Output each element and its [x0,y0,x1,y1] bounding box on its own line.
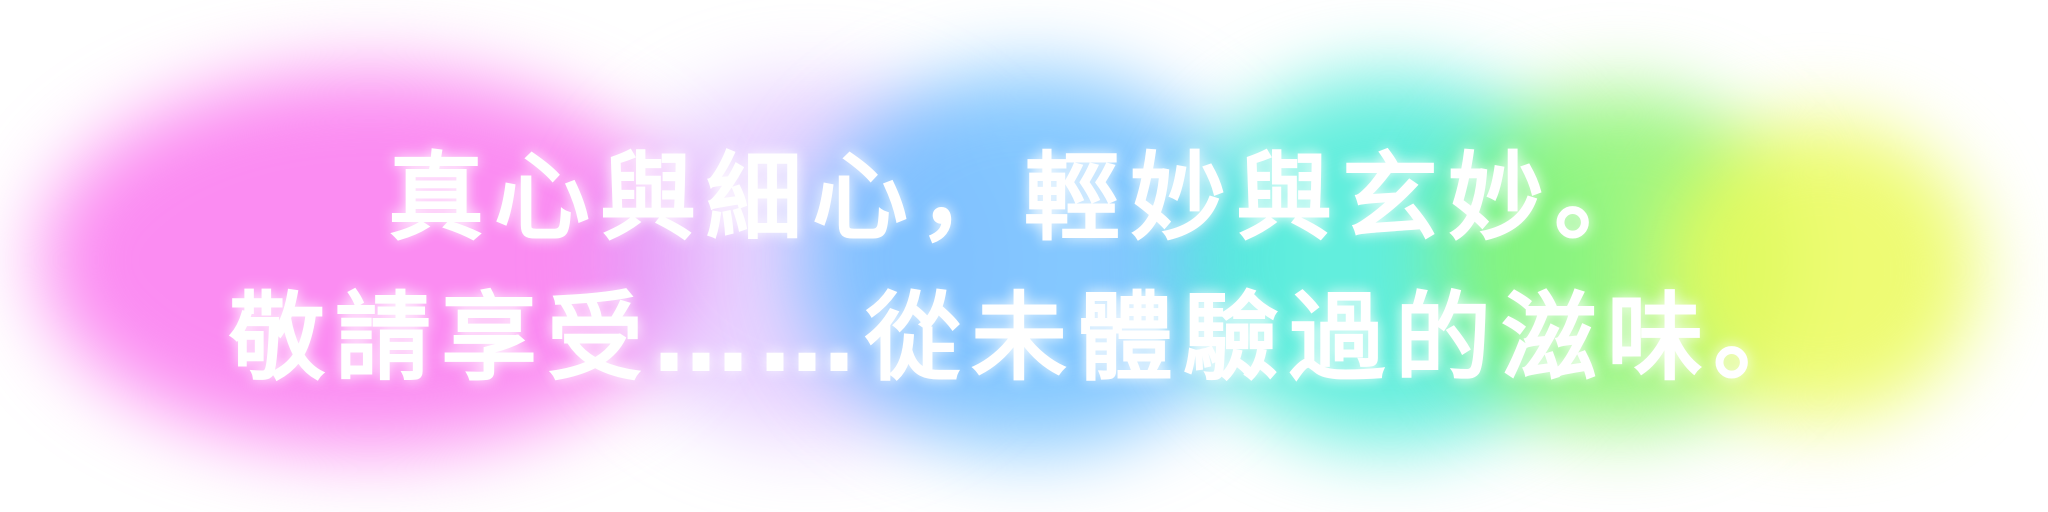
banner-text: 真心與細心，輕妙與玄妙。 敬請享受……從未體驗過的滋味。 [0,128,2048,408]
banner-line-1: 真心與細心，輕妙與玄妙。 [388,142,1660,254]
glow-pink [40,70,700,450]
banner-line-2: 敬請享受……從未體驗過的滋味。 [229,282,1819,394]
glow-yellow [1660,120,1980,420]
